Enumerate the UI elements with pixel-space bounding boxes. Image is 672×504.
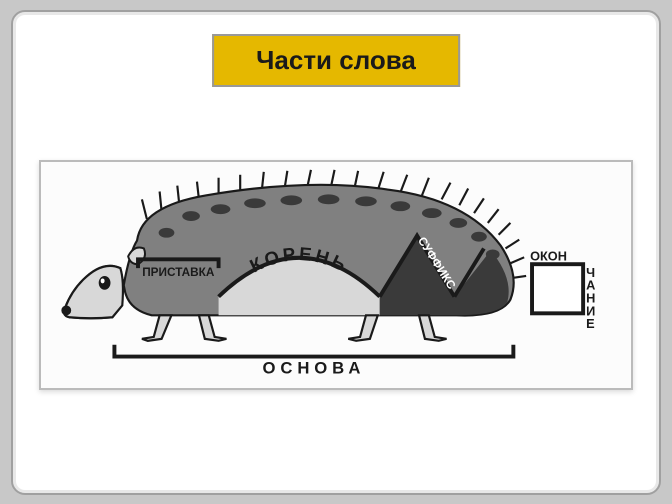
ending-label-6: Е (586, 316, 595, 331)
nose (61, 305, 71, 315)
base-label: ОСНОВА (262, 358, 365, 377)
diagram-card: ПРИСТАВКА КОРЕНЬ СУФФИКС ОКОН Ч А Н И Е … (39, 160, 633, 390)
eye-highlight (101, 278, 105, 283)
prefix-label: ПРИСТАВКА (142, 265, 215, 278)
hedgehog-diagram: ПРИСТАВКА КОРЕНЬ СУФФИКС ОКОН Ч А Н И Е … (41, 162, 631, 388)
snout (64, 265, 123, 317)
slide-frame: Части слова ПРИСТАВКА КОРЕНЬ СУФФИКС ОКО… (11, 10, 661, 495)
ending-box (532, 264, 583, 313)
legs (142, 315, 447, 341)
title-text: Части слова (256, 45, 416, 75)
eye (99, 275, 111, 289)
title-box: Части слова (212, 34, 460, 87)
ending-label-1: ОКОН (530, 248, 567, 263)
base-bracket (114, 344, 513, 356)
